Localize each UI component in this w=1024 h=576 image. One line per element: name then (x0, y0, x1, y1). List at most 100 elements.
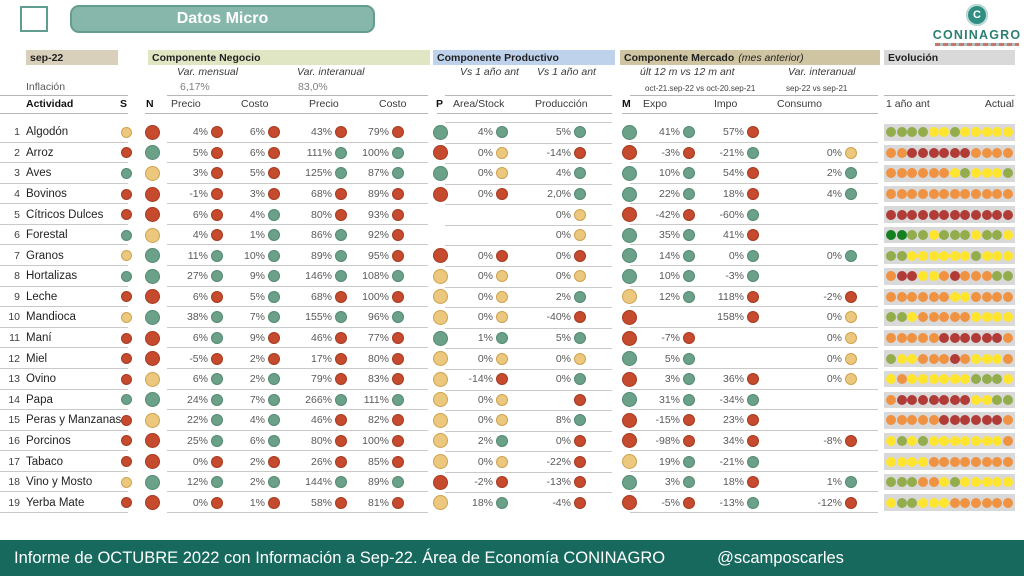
area-stock-value: 0% (477, 290, 493, 303)
row-divider (445, 245, 612, 247)
var-mensual-precio: 3% (159, 163, 223, 184)
expo-value: -3% (661, 146, 680, 159)
var-mensual-precio: 0% (159, 451, 223, 472)
impo-value: 57% (722, 126, 744, 139)
evolution-dot (886, 394, 896, 405)
status-dot (747, 496, 759, 509)
var-mensual-costo-value: 2% (249, 455, 265, 468)
consumo-value: -8% (823, 434, 842, 447)
evolution-dot (960, 477, 971, 488)
var-mensual-costo: 5% (216, 287, 280, 308)
row-divider (445, 266, 612, 268)
table-row: 3 Aves 3% 5% 125% 87% 0% 4% 10% 54% 2% (0, 163, 1024, 184)
var-interanual-precio: 111% (283, 143, 347, 164)
evolution-dot (928, 230, 939, 241)
area-stock-value: 18% (471, 496, 493, 509)
row-divider (167, 429, 428, 431)
var-mensual-precio: 24% (159, 390, 223, 411)
var-interanual-precio: 89% (283, 245, 347, 266)
status-dot (268, 414, 280, 427)
impo-value: 36% (722, 373, 744, 386)
status-dot (845, 496, 857, 509)
row-index: 15 (8, 414, 20, 427)
impo: 54% (695, 163, 759, 184)
var-mensual-costo: 2% (216, 348, 280, 369)
produccion-value: 0% (555, 249, 571, 262)
status-dot (496, 270, 508, 283)
evolution-dot (981, 147, 992, 158)
var-mensual-costo-value: 9% (249, 332, 265, 345)
evolution-dot (981, 374, 992, 385)
evolution-dot (1002, 415, 1013, 426)
area-stock-value: 0% (477, 188, 493, 201)
evolution-dot (949, 230, 960, 241)
status-dot (145, 227, 160, 243)
semaforo-negocio-dot (145, 451, 160, 472)
evolution-dot (981, 353, 992, 364)
semaforo-negocio-dot (145, 266, 160, 287)
area-stock: 0% (444, 163, 508, 184)
var-interanual-precio-value: 155% (305, 311, 332, 324)
var-interanual-precio: 125% (283, 163, 347, 184)
var-mensual-precio-value: 22% (186, 414, 208, 427)
row-divider (167, 367, 428, 369)
status-dot (335, 455, 347, 468)
table-row: 8 Hortalizas 27% 9% 146% 108% 0% 0% 10% -3% (0, 266, 1024, 287)
status-dot (145, 412, 160, 428)
var-interanual-precio-value: 80% (310, 434, 332, 447)
expo-value: -7% (661, 332, 680, 345)
evolution-dot (886, 456, 896, 467)
var-interanual-costo: 80% (340, 348, 404, 369)
semaforo-mercado-dot (622, 328, 637, 349)
evolution-dot (971, 333, 981, 344)
semaforo-s-dot (121, 122, 132, 143)
evolution-dot (907, 127, 918, 138)
var-mensual-costo: 2% (216, 451, 280, 472)
evolution-dot (928, 312, 939, 323)
status-dot (335, 146, 347, 159)
coninagro-emblem-icon: C (966, 4, 988, 26)
evolution-strip (884, 412, 1015, 429)
table-row: 13 Ovino 6% 2% 79% 83% -14% 0% 3% 36% 0% (0, 368, 1024, 390)
evolution-dot (949, 415, 960, 426)
group-var-interanual: Var. interanual (297, 66, 365, 78)
produccion: -40% (522, 307, 586, 328)
mercado-title-note: (mes anterior) (738, 51, 804, 64)
evolution-dot (949, 374, 960, 385)
area-stock-value: 0% (477, 270, 493, 283)
status-dot (211, 414, 223, 427)
evolution-dot (1002, 188, 1013, 199)
consumo (793, 225, 857, 246)
consumo-value: 4% (826, 188, 842, 201)
activity-name: Maní (26, 332, 52, 345)
consumo: 0% (793, 307, 857, 328)
activity-name: Cítricos Dulces (26, 208, 104, 221)
evolution-dot (971, 147, 981, 158)
impo-value: 23% (722, 414, 744, 427)
evolution-strip (884, 432, 1015, 450)
status-dot (747, 208, 759, 221)
expo-value: 10% (658, 270, 680, 283)
area-stock: 0% (444, 348, 508, 369)
evolution-dot (981, 477, 992, 488)
col-header-actividad: Actividad (26, 98, 74, 110)
status-dot (622, 330, 637, 346)
row-divider (0, 429, 128, 431)
status-dot (574, 249, 586, 262)
status-dot (211, 249, 223, 262)
evolution-dot (949, 291, 960, 302)
var-mensual-costo: 2% (216, 369, 280, 390)
produccion-value: -4% (552, 496, 571, 509)
table-row: 15 Peras y Manzanas 22% 4% 46% 82% 0% 8% -15% 23% (0, 410, 1024, 431)
impo: 57% (695, 122, 759, 143)
status-dot (211, 455, 223, 468)
status-dot (574, 311, 586, 324)
semaforo-negocio-dot (145, 122, 160, 143)
produccion-value: 0% (555, 434, 571, 447)
consumo-value: 1% (826, 476, 842, 489)
evolution-dot (981, 456, 992, 467)
status-dot (496, 167, 508, 180)
var-interanual-costo: 89% (340, 184, 404, 205)
page-title: Datos Micro (70, 5, 375, 33)
evolution-dot (971, 353, 981, 364)
